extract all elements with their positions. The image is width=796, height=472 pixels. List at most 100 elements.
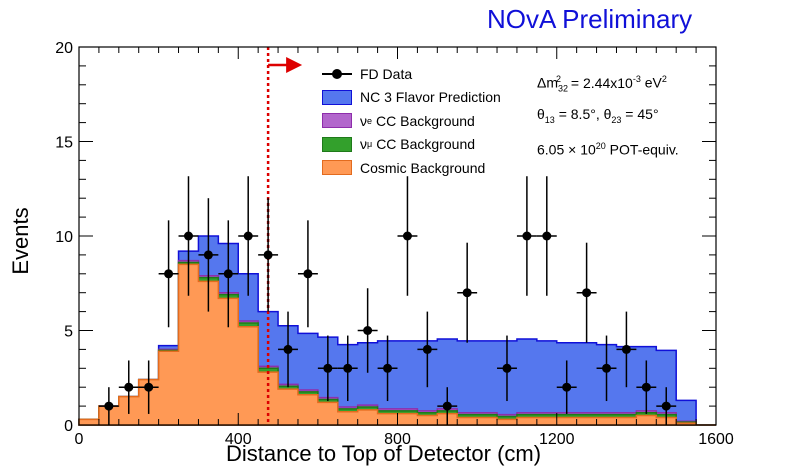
param-theta-b: = 8.5°, θ xyxy=(554,106,612,123)
data-point xyxy=(397,176,418,296)
y-tick-label: 20 xyxy=(55,40,73,57)
data-marker xyxy=(582,288,592,298)
param-theta23-sub: 23 xyxy=(611,115,622,126)
param-angles: θ13 = 8.5°, θ23 = 45° xyxy=(537,101,679,133)
nc-swatch-icon xyxy=(322,89,352,105)
legend-label-numu-prefix: ν xyxy=(360,136,367,153)
data-point xyxy=(656,387,677,425)
data-point xyxy=(556,360,577,414)
data-marker xyxy=(562,382,572,392)
y-tick-label: 15 xyxy=(55,135,73,152)
data-point xyxy=(437,387,458,425)
param-dm2-c: eV xyxy=(640,74,662,91)
data-marker xyxy=(223,269,233,279)
data-point xyxy=(297,220,318,328)
data-marker xyxy=(164,269,174,279)
legend-label-numu: CC Background xyxy=(376,136,476,153)
param-dm2-exp: -3 xyxy=(632,74,641,84)
param-dm2-unit-sup: 2 xyxy=(661,74,667,84)
legend-label-cosmic: Cosmic Background xyxy=(360,159,486,176)
param-pot-a: 6.05 × 10 xyxy=(537,141,596,158)
legend: FD Data NC 3 Flavor Prediction ν e CC Back… xyxy=(322,62,501,180)
data-point xyxy=(457,242,478,343)
x-tick-label: 1200 xyxy=(539,431,575,448)
data-marker xyxy=(522,231,532,241)
legend-entry-nc: NC 3 Flavor Prediction xyxy=(322,86,501,110)
data-marker xyxy=(422,344,432,354)
cut-arrow-head xyxy=(286,57,303,73)
numu-swatch-icon xyxy=(322,136,352,152)
legend-label-nue-prefix: ν xyxy=(360,112,367,129)
param-theta13-sub: 13 xyxy=(544,115,555,126)
data-point xyxy=(317,335,338,402)
data-marker xyxy=(621,344,631,354)
cosmic-swatch-icon xyxy=(322,160,352,176)
x-axis-label: Distance to Top of Detector (cm) xyxy=(226,441,542,466)
cut-marker xyxy=(266,47,303,425)
data-point xyxy=(417,311,438,388)
data-marker xyxy=(442,401,452,411)
y-axis-label: Events xyxy=(8,207,33,275)
data-point xyxy=(278,311,298,388)
data-marker xyxy=(462,288,472,298)
data-point xyxy=(258,198,279,312)
param-dm2-sub: 32 xyxy=(558,83,569,94)
x-tick-label: 0 xyxy=(75,431,84,448)
data-point xyxy=(98,387,119,425)
data-point xyxy=(596,335,617,402)
stack-cosmic-background xyxy=(78,263,716,426)
data-marker xyxy=(263,250,273,260)
legend-label-nue: CC Background xyxy=(376,112,475,129)
data-marker xyxy=(203,250,213,260)
legend-entry-fd-data: FD Data xyxy=(322,62,501,86)
data-point xyxy=(198,198,219,312)
oscillation-parameters: Δm322 = 2.44x10-3 eV2 θ13 = 8.5°, θ23 = … xyxy=(537,66,679,163)
data-point xyxy=(337,335,358,402)
data-marker xyxy=(661,401,671,411)
data-marker xyxy=(144,382,154,392)
data-point xyxy=(616,311,637,388)
param-dm2: Δm322 = 2.44x10-3 eV2 xyxy=(537,66,679,101)
data-point xyxy=(178,176,199,296)
data-marker xyxy=(383,363,393,373)
data-point xyxy=(377,335,398,402)
data-marker xyxy=(124,382,134,392)
axes: 0 400 800 1200 1600 0 5 10 15 20 xyxy=(55,40,734,448)
data-point xyxy=(238,176,259,296)
legend-label-numu-sub: μ xyxy=(367,139,373,150)
param-dm2-sup: 2 xyxy=(556,74,562,84)
legend-label-nue-sub: e xyxy=(367,115,373,126)
data-marker xyxy=(542,231,552,241)
data-marker xyxy=(243,231,253,241)
param-pot: 6.05 × 1020 POT-equiv. xyxy=(537,133,679,163)
stacked-histogram xyxy=(78,235,716,426)
data-marker xyxy=(104,401,114,411)
data-marker xyxy=(602,363,612,373)
legend-entry-cosmic: Cosmic Background xyxy=(322,156,501,180)
y-tick-label: 5 xyxy=(64,324,73,341)
param-pot-b: POT-equiv. xyxy=(605,141,679,158)
data-marker xyxy=(343,363,353,373)
data-point xyxy=(138,360,159,414)
data-marker xyxy=(363,326,373,335)
data-marker xyxy=(502,363,512,373)
data-point xyxy=(636,360,657,414)
data-point xyxy=(536,176,557,296)
data-marker xyxy=(303,269,313,279)
data-marker xyxy=(183,231,193,241)
nova-preliminary-banner: NOvA Preliminary xyxy=(487,4,693,34)
x-tick-label: 1600 xyxy=(698,431,734,448)
data-point xyxy=(357,288,378,373)
data-point xyxy=(118,360,139,414)
data-marker-icon xyxy=(322,66,352,81)
legend-label-fd-data: FD Data xyxy=(360,65,413,82)
data-marker xyxy=(283,344,293,354)
param-theta23-c: = 45° xyxy=(621,106,659,123)
data-point xyxy=(218,220,239,328)
param-dm2-b: = 2.44x10 xyxy=(567,74,633,91)
data-marker xyxy=(402,231,412,241)
legend-label-nc: NC 3 Flavor Prediction xyxy=(360,89,501,106)
y-tick-label: 10 xyxy=(55,229,73,246)
legend-entry-numu: ν μ CC Background xyxy=(322,133,501,157)
x-tick-label: 800 xyxy=(384,431,411,448)
